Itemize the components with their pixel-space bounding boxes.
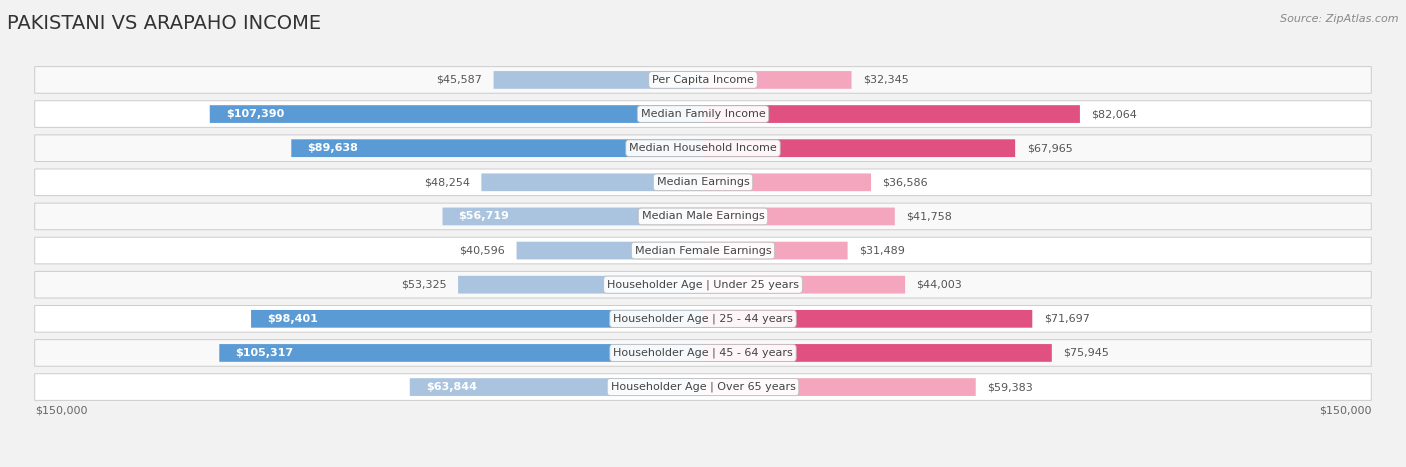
FancyBboxPatch shape <box>703 378 976 396</box>
FancyBboxPatch shape <box>35 101 1371 127</box>
Text: $56,719: $56,719 <box>458 212 509 221</box>
FancyBboxPatch shape <box>35 203 1371 230</box>
Text: $150,000: $150,000 <box>1319 406 1371 416</box>
FancyBboxPatch shape <box>35 67 1371 93</box>
FancyBboxPatch shape <box>703 242 848 260</box>
Text: Median Male Earnings: Median Male Earnings <box>641 212 765 221</box>
Text: Median Household Income: Median Household Income <box>628 143 778 153</box>
FancyBboxPatch shape <box>481 173 703 191</box>
FancyBboxPatch shape <box>703 139 1015 157</box>
FancyBboxPatch shape <box>35 135 1371 162</box>
Text: $75,945: $75,945 <box>1063 348 1109 358</box>
Text: Householder Age | Under 25 years: Householder Age | Under 25 years <box>607 279 799 290</box>
Text: $40,596: $40,596 <box>460 246 505 255</box>
FancyBboxPatch shape <box>703 105 1080 123</box>
Text: $82,064: $82,064 <box>1091 109 1137 119</box>
Text: $63,844: $63,844 <box>426 382 477 392</box>
FancyBboxPatch shape <box>219 344 703 362</box>
FancyBboxPatch shape <box>291 139 703 157</box>
Text: Per Capita Income: Per Capita Income <box>652 75 754 85</box>
Text: $36,586: $36,586 <box>883 177 928 187</box>
FancyBboxPatch shape <box>35 169 1371 196</box>
FancyBboxPatch shape <box>35 271 1371 298</box>
Text: $107,390: $107,390 <box>226 109 284 119</box>
FancyBboxPatch shape <box>703 71 852 89</box>
Text: $98,401: $98,401 <box>267 314 318 324</box>
FancyBboxPatch shape <box>443 207 703 225</box>
Text: Householder Age | 45 - 64 years: Householder Age | 45 - 64 years <box>613 348 793 358</box>
Text: Median Earnings: Median Earnings <box>657 177 749 187</box>
Text: $67,965: $67,965 <box>1026 143 1073 153</box>
Text: $59,383: $59,383 <box>987 382 1033 392</box>
FancyBboxPatch shape <box>35 305 1371 332</box>
Text: $53,325: $53,325 <box>401 280 447 290</box>
FancyBboxPatch shape <box>494 71 703 89</box>
FancyBboxPatch shape <box>209 105 703 123</box>
Text: $89,638: $89,638 <box>308 143 359 153</box>
FancyBboxPatch shape <box>703 276 905 294</box>
FancyBboxPatch shape <box>703 310 1032 328</box>
FancyBboxPatch shape <box>35 237 1371 264</box>
Text: Householder Age | Over 65 years: Householder Age | Over 65 years <box>610 382 796 392</box>
Text: Householder Age | 25 - 44 years: Householder Age | 25 - 44 years <box>613 313 793 324</box>
FancyBboxPatch shape <box>252 310 703 328</box>
FancyBboxPatch shape <box>703 207 894 225</box>
Text: Median Family Income: Median Family Income <box>641 109 765 119</box>
Text: Source: ZipAtlas.com: Source: ZipAtlas.com <box>1281 14 1399 24</box>
Text: $32,345: $32,345 <box>863 75 908 85</box>
Text: $41,758: $41,758 <box>907 212 952 221</box>
Text: $71,697: $71,697 <box>1043 314 1090 324</box>
Text: $31,489: $31,489 <box>859 246 905 255</box>
FancyBboxPatch shape <box>703 344 1052 362</box>
FancyBboxPatch shape <box>409 378 703 396</box>
FancyBboxPatch shape <box>35 374 1371 400</box>
Text: Median Female Earnings: Median Female Earnings <box>634 246 772 255</box>
Text: PAKISTANI VS ARAPAHO INCOME: PAKISTANI VS ARAPAHO INCOME <box>7 14 321 33</box>
FancyBboxPatch shape <box>703 173 872 191</box>
FancyBboxPatch shape <box>35 340 1371 366</box>
Text: $48,254: $48,254 <box>423 177 470 187</box>
Text: $150,000: $150,000 <box>35 406 87 416</box>
Text: $44,003: $44,003 <box>917 280 962 290</box>
Text: $105,317: $105,317 <box>235 348 294 358</box>
Text: $45,587: $45,587 <box>436 75 482 85</box>
FancyBboxPatch shape <box>458 276 703 294</box>
FancyBboxPatch shape <box>516 242 703 260</box>
